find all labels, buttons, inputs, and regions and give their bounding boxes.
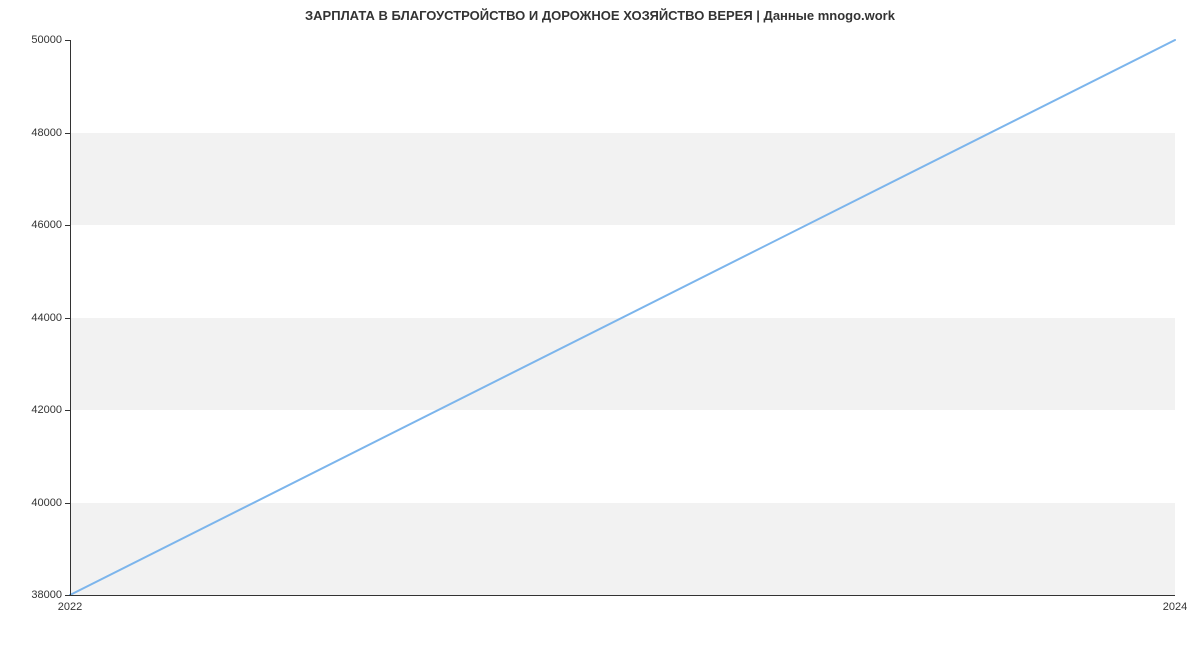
y-tick-label: 48000 — [31, 127, 62, 139]
series-line-salary — [70, 40, 1175, 595]
chart-title: ЗАРПЛАТА В БЛАГОУСТРОЙСТВО И ДОРОЖНОЕ ХО… — [0, 8, 1200, 23]
line-layer — [70, 40, 1175, 595]
y-tick-label: 46000 — [31, 219, 62, 231]
y-tick — [65, 133, 70, 134]
y-tick-label: 40000 — [31, 497, 62, 509]
y-tick — [65, 503, 70, 504]
y-tick — [65, 318, 70, 319]
y-tick-label: 38000 — [31, 589, 62, 601]
plot-area: 3800040000420004400046000480005000020222… — [70, 40, 1175, 595]
y-tick-label: 44000 — [31, 312, 62, 324]
x-tick-label: 2022 — [58, 601, 82, 613]
y-tick — [65, 40, 70, 41]
y-tick — [65, 595, 70, 596]
y-tick-label: 50000 — [31, 34, 62, 46]
y-axis — [70, 40, 71, 595]
salary-line-chart: ЗАРПЛАТА В БЛАГОУСТРОЙСТВО И ДОРОЖНОЕ ХО… — [0, 0, 1200, 650]
x-tick-label: 2024 — [1163, 601, 1187, 613]
y-tick — [65, 225, 70, 226]
y-tick-label: 42000 — [31, 404, 62, 416]
y-tick — [65, 410, 70, 411]
x-axis — [70, 595, 1175, 596]
